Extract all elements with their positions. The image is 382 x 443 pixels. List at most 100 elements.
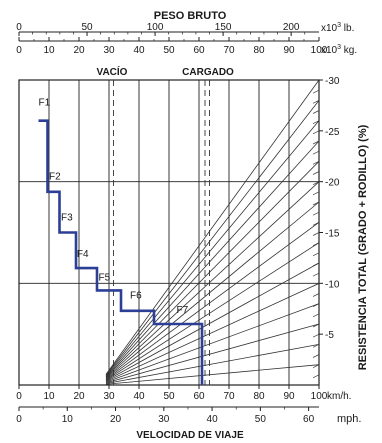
kmh-tick-label: 20 — [73, 391, 85, 402]
kmh-tick-label: 30 — [103, 391, 115, 402]
right-edge-hatch — [312, 89, 320, 94]
mph-tick-label: 0 — [16, 414, 22, 425]
kg-tick-label: 90 — [283, 45, 295, 56]
gear-label-f4: F4 — [77, 249, 89, 260]
resistance-fan-line — [105, 120, 320, 377]
right-edge-hatch — [312, 211, 320, 216]
kg-unit-exponent: 3 — [337, 44, 341, 51]
right-edge-hatch — [312, 272, 320, 277]
right-edge-hatch — [312, 364, 320, 368]
lb-tick-label: 200 — [283, 22, 300, 33]
mph-tick-label: 20 — [110, 414, 122, 425]
resistance-tick-label: -15 — [325, 229, 340, 240]
right-edge-hatch — [312, 100, 320, 104]
resistance-fan-line — [105, 242, 320, 381]
kmh-tick-label: 70 — [223, 391, 235, 402]
resistance-fan-line — [105, 303, 320, 383]
right-edge-hatch — [312, 293, 320, 297]
kg-unit-label: x103 kg. — [321, 44, 357, 56]
resistance-fan-line — [105, 79, 320, 375]
right-edge-hatch — [312, 150, 320, 155]
right-edge-hatch — [312, 354, 320, 358]
resistance-fan-line — [105, 140, 320, 377]
kg-tick-label: 60 — [193, 45, 205, 56]
kmh-tick-label: 90 — [283, 391, 295, 402]
kg-tick-label: 70 — [223, 45, 235, 56]
right-edge-hatch — [312, 374, 320, 379]
kg-tick-label: 40 — [133, 45, 145, 56]
kmh-tick-label: 80 — [253, 391, 265, 402]
lb-tick-label: 0 — [16, 22, 22, 33]
kg-tick-label: 0 — [16, 45, 22, 56]
gear-label-f3: F3 — [61, 212, 73, 223]
kmh-tick-label: 50 — [163, 391, 175, 402]
lb-tick-label: 100 — [147, 22, 164, 33]
gear-label-f2: F2 — [49, 172, 61, 183]
load-lines — [108, 80, 210, 385]
gear-label-f5: F5 — [99, 272, 111, 283]
lb-tick-label: 50 — [81, 22, 93, 33]
gear-label-f7: F7 — [177, 305, 189, 316]
lb-unit-exponent: 3 — [337, 22, 341, 29]
kmh-unit-label: km/h. — [327, 391, 351, 402]
resistance-fan-line — [105, 282, 320, 382]
resistance-fan-line — [105, 100, 320, 376]
right-edge-hatch — [312, 252, 320, 257]
kmh-tick-label: 60 — [193, 391, 205, 402]
chart-grid — [18, 31, 323, 411]
gear-curve — [38, 119, 204, 385]
resistance-fan — [105, 79, 320, 385]
chart-title: PESO BRUTO — [154, 10, 227, 22]
right-edge-hatch — [312, 110, 320, 114]
right-edge-hatch — [312, 191, 320, 196]
gear-label-f6: F6 — [130, 291, 142, 302]
gear-step-line — [38, 119, 204, 385]
kg-tick-label: 50 — [163, 45, 175, 56]
mph-tick-label: 30 — [158, 414, 170, 425]
lb-unit-suffix: lb. — [341, 23, 354, 34]
kg-unit-suffix: kg. — [341, 45, 357, 56]
right-edge-hatch — [312, 313, 320, 318]
mph-tick-label: 10 — [62, 414, 74, 425]
y-axis-title: RESISTENCIA TOTAL (GRADO + RODILLO) (%) — [357, 124, 369, 370]
kmh-tick-label: 100 — [311, 391, 328, 402]
kg-tick-label: 100 — [311, 45, 328, 56]
resistance-fan-line — [105, 343, 320, 384]
kg-tick-label: 30 — [103, 45, 115, 56]
resistance-tick-label: -25 — [325, 127, 340, 138]
loaded-label: CARGADO — [182, 67, 234, 78]
right-edge-hatch — [312, 120, 320, 124]
resistance-fan-line — [105, 222, 320, 380]
resistance-fan-line — [105, 262, 320, 382]
mph-tick-label: 50 — [255, 414, 267, 425]
kmh-tick-label: 10 — [43, 391, 55, 402]
resistance-fan-line — [105, 364, 320, 385]
resistance-fan-line — [105, 181, 320, 379]
kg-tick-label: 80 — [253, 45, 265, 56]
kg-tick-label: 20 — [73, 45, 85, 56]
resistance-tick-label: -20 — [325, 178, 340, 189]
right-edge-hatch — [312, 232, 320, 236]
lb-tick-label: 150 — [215, 22, 232, 33]
x-axis-title: VELOCIDAD DE VIAJE — [136, 430, 244, 441]
resistance-fan-line — [105, 201, 320, 379]
empty-label: VACÍO — [97, 65, 128, 78]
mph-tick-label: 60 — [303, 414, 315, 425]
mph-unit-label: mph. — [337, 413, 361, 425]
chart-labels: -5 -10 -15 -20 -25 -30 F1 F2 F3 F4 F5 F6 F7 PESO BRUT… — [16, 10, 369, 441]
kmh-tick-label: 0 — [16, 391, 22, 402]
right-edge-hatch — [312, 171, 320, 175]
right-edge-hatch — [312, 140, 320, 145]
resistance-fan-line — [105, 323, 320, 384]
right-edge-hatch — [312, 130, 320, 135]
resistance-tick-label: -30 — [325, 76, 340, 87]
mph-tick-label: 40 — [207, 414, 219, 425]
right-edge-hatch — [312, 333, 320, 338]
resistance-tick-label: -5 — [325, 330, 334, 341]
gear-label-f1: F1 — [39, 97, 51, 108]
resistance-fan-line — [105, 161, 320, 378]
lb-unit-label: x103 lb. — [321, 22, 354, 34]
resistance-tick-label: -10 — [325, 279, 340, 290]
kg-tick-label: 10 — [43, 45, 55, 56]
